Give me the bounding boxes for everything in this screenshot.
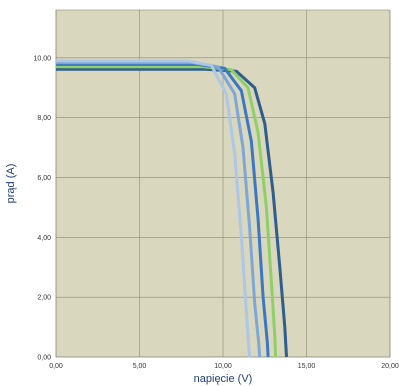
x-tick-label: 20,00: [381, 363, 399, 370]
y-tick-label: 6,00: [37, 175, 51, 182]
y-tick-label: 0,00: [37, 355, 51, 362]
y-tick-label: 8,00: [37, 115, 51, 122]
x-axis-label: napięcie (V): [194, 373, 253, 385]
series-line-1: [56, 67, 288, 358]
y-tick-label: 4,00: [37, 235, 51, 242]
series-line-5: [56, 59, 252, 358]
x-tick-label: 15,00: [298, 363, 316, 370]
y-tick-label: 10,00: [33, 55, 51, 62]
x-tick-label: 0,00: [49, 363, 63, 370]
x-tick-label: 5,00: [133, 363, 147, 370]
y-tick-labels: 0,00 2,00 4,00 6,00 8,00 10,00: [33, 55, 51, 361]
x-tick-label: 10,00: [214, 363, 232, 370]
plot-border: [55, 9, 391, 358]
y-axis-label: prąd (A): [5, 164, 17, 204]
y-tick-label: 2,00: [37, 295, 51, 302]
series-group: [56, 59, 288, 358]
x-tick-labels: 0,00 5,00 10,00 15,00 20,00: [49, 363, 399, 370]
